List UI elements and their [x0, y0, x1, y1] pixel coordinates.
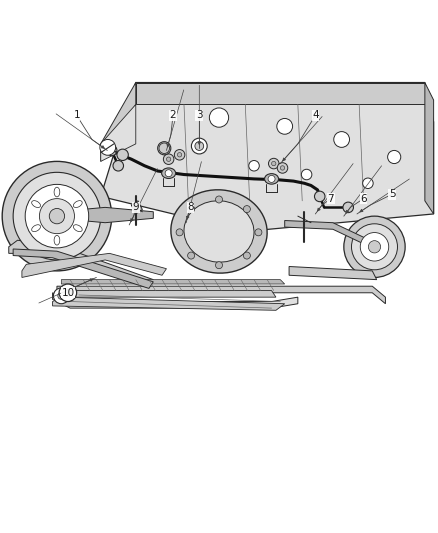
Circle shape [59, 284, 77, 302]
Circle shape [255, 229, 262, 236]
Circle shape [176, 229, 183, 236]
Circle shape [244, 252, 251, 259]
Circle shape [388, 150, 401, 164]
Circle shape [272, 161, 276, 166]
Text: 9: 9 [132, 203, 139, 212]
Circle shape [100, 140, 116, 155]
Ellipse shape [2, 161, 112, 271]
Circle shape [106, 145, 117, 156]
Circle shape [277, 118, 293, 134]
Ellipse shape [32, 225, 40, 232]
Ellipse shape [171, 190, 267, 273]
Ellipse shape [39, 199, 74, 233]
Polygon shape [53, 293, 298, 308]
Ellipse shape [74, 200, 82, 207]
Circle shape [195, 142, 204, 150]
Circle shape [177, 152, 182, 157]
Ellipse shape [368, 241, 381, 253]
Circle shape [277, 163, 288, 173]
Polygon shape [425, 83, 434, 214]
Ellipse shape [54, 236, 60, 245]
Text: 5: 5 [389, 189, 396, 199]
Circle shape [159, 143, 170, 154]
Circle shape [102, 142, 113, 154]
Circle shape [301, 169, 312, 180]
Text: 8: 8 [187, 203, 194, 212]
Circle shape [249, 160, 259, 171]
Ellipse shape [49, 208, 65, 224]
Circle shape [215, 196, 223, 203]
Circle shape [334, 132, 350, 147]
Ellipse shape [184, 201, 254, 262]
Ellipse shape [351, 224, 398, 270]
Polygon shape [136, 83, 425, 104]
Text: 1: 1 [73, 110, 80, 120]
Ellipse shape [158, 142, 171, 155]
Ellipse shape [344, 216, 405, 278]
Circle shape [64, 289, 71, 296]
Circle shape [363, 178, 373, 189]
Circle shape [280, 166, 285, 170]
Text: 6: 6 [360, 193, 367, 204]
Polygon shape [289, 266, 377, 280]
Circle shape [268, 175, 275, 182]
Circle shape [268, 158, 279, 169]
Ellipse shape [13, 172, 101, 260]
Ellipse shape [360, 232, 389, 261]
Text: 2: 2 [170, 110, 177, 120]
Ellipse shape [32, 200, 40, 207]
Text: 3: 3 [196, 110, 203, 120]
Polygon shape [285, 221, 374, 249]
Circle shape [166, 157, 171, 161]
Circle shape [343, 202, 353, 213]
Text: 7: 7 [327, 193, 334, 204]
Polygon shape [57, 290, 276, 297]
Ellipse shape [25, 184, 88, 248]
Polygon shape [57, 207, 153, 223]
Polygon shape [53, 297, 285, 310]
Ellipse shape [265, 174, 279, 184]
Polygon shape [101, 83, 136, 161]
Circle shape [187, 252, 194, 259]
Circle shape [174, 150, 185, 160]
Ellipse shape [74, 225, 82, 232]
Polygon shape [101, 83, 434, 231]
Circle shape [191, 138, 207, 154]
Ellipse shape [54, 187, 60, 197]
Polygon shape [61, 280, 285, 284]
Circle shape [163, 154, 174, 165]
Ellipse shape [162, 168, 176, 179]
Text: 10: 10 [61, 288, 74, 298]
Circle shape [244, 206, 251, 213]
Polygon shape [22, 253, 166, 278]
Text: 4: 4 [312, 110, 319, 120]
Circle shape [113, 160, 124, 171]
Polygon shape [57, 286, 385, 304]
Circle shape [314, 191, 325, 201]
Circle shape [187, 206, 194, 213]
Circle shape [209, 108, 229, 127]
Circle shape [53, 288, 69, 304]
Polygon shape [13, 249, 153, 288]
Circle shape [117, 149, 128, 160]
Circle shape [58, 292, 65, 300]
Circle shape [215, 262, 223, 269]
Polygon shape [101, 104, 136, 161]
Circle shape [165, 169, 172, 177]
Polygon shape [131, 201, 142, 214]
Polygon shape [9, 240, 153, 286]
